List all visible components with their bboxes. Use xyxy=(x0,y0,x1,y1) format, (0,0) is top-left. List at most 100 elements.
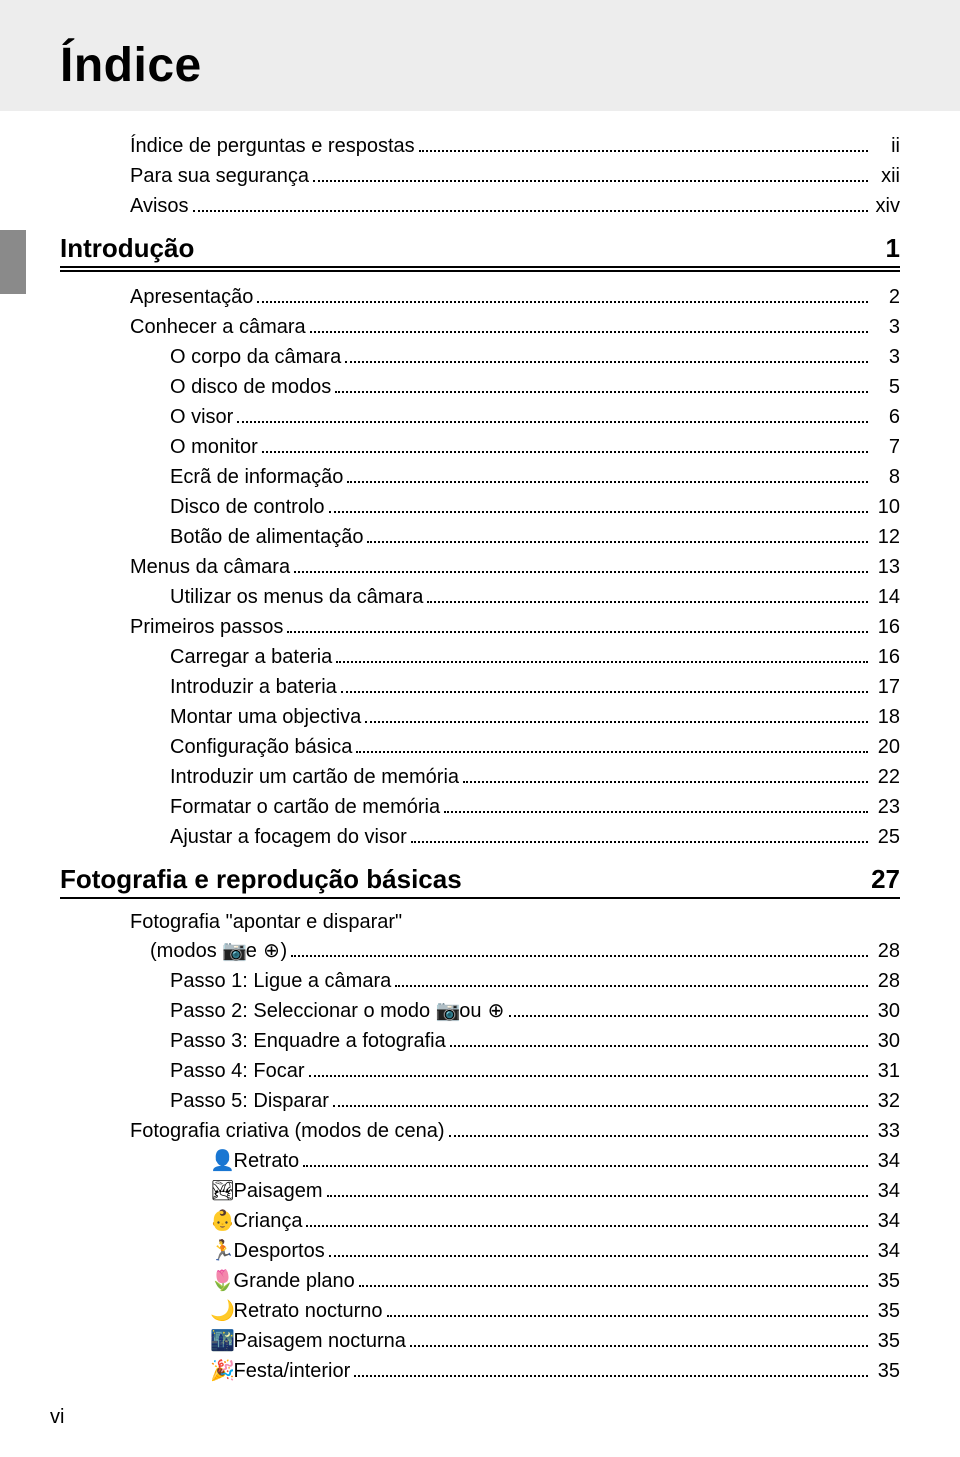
toc-page: 5 xyxy=(872,372,900,402)
page: Índice Índice de perguntas e respostas i… xyxy=(0,0,960,1457)
section-page: 1 xyxy=(886,233,900,264)
toc-page: 34 xyxy=(872,1236,900,1266)
toc-page: 25 xyxy=(872,822,900,852)
toc-page: 32 xyxy=(872,1086,900,1116)
leader-dots xyxy=(341,691,868,693)
toc-page: 2 xyxy=(872,282,900,312)
toc-label: Conhecer a câmara xyxy=(130,312,306,342)
scene-mode-icon: 👤 xyxy=(210,1146,228,1176)
toc-page: 7 xyxy=(872,432,900,462)
leader-dots xyxy=(509,1015,868,1017)
toc-label: 👤 Retrato xyxy=(210,1146,299,1176)
toc-entry: Avisos xiv xyxy=(60,191,900,221)
leader-dots xyxy=(449,1135,868,1137)
leader-dots xyxy=(313,180,868,182)
toc-entry: 🌷 Grande plano35 xyxy=(60,1266,900,1296)
chapter1-entries: Apresentação2Conhecer a câmara3O corpo d… xyxy=(60,282,900,852)
toc-entry: Apresentação 2 xyxy=(60,282,900,312)
section-page: 27 xyxy=(871,864,900,895)
toc-page: 13 xyxy=(872,552,900,582)
footer-page-number: vi xyxy=(50,1406,64,1429)
toc-entry: Botão de alimentação12 xyxy=(60,522,900,552)
leader-dots xyxy=(294,571,868,573)
leader-dots xyxy=(262,451,868,453)
toc-label: Índice de perguntas e respostas xyxy=(130,131,415,161)
toc-entry: Introduzir um cartão de memória22 xyxy=(60,762,900,792)
sidebar-tab xyxy=(0,230,26,294)
toc-label: Ajustar a focagem do visor xyxy=(170,822,407,852)
leader-dots xyxy=(257,301,868,303)
toc-entry: Conhecer a câmara 3 xyxy=(60,312,900,342)
toc-label: O disco de modos xyxy=(170,372,331,402)
toc-label: 🎉 Festa/interior xyxy=(210,1356,350,1386)
toc-label: Utilizar os menus da câmara xyxy=(170,582,423,612)
toc-page: 31 xyxy=(872,1056,900,1086)
flash-off-icon: ⊕ xyxy=(263,936,281,966)
toc-entry: 👤 Retrato 34 xyxy=(60,1146,900,1176)
toc-entry: Passo 1: Ligue a câmara28 xyxy=(60,966,900,996)
toc-page: 3 xyxy=(872,342,900,372)
toc-page: 34 xyxy=(872,1206,900,1236)
leader-dots xyxy=(309,1075,868,1077)
toc-label: Fotografia criativa (modos de cena) xyxy=(130,1116,445,1146)
toc-label: Apresentação xyxy=(130,282,253,312)
leader-dots xyxy=(367,541,868,543)
toc-entry: Introduzir a bateria17 xyxy=(60,672,900,702)
leader-dots xyxy=(329,1255,868,1257)
toc-entry: Para sua segurança xii xyxy=(60,161,900,191)
flash-off-icon: ⊕ xyxy=(487,996,505,1026)
toc-page: 18 xyxy=(872,702,900,732)
toc-label: 🌃 Paisagem nocturna xyxy=(210,1326,406,1356)
toc-label: Ecrã de informação xyxy=(170,462,343,492)
toc-label: Para sua segurança xyxy=(130,161,309,191)
leader-dots xyxy=(419,150,868,152)
toc-page: 16 xyxy=(872,642,900,672)
toc-entry: O disco de modos 5 xyxy=(60,372,900,402)
scene-mode-icon: 👶 xyxy=(210,1206,228,1236)
chapter2-entries: Passo 1: Ligue a câmara28Passo 2: Selecc… xyxy=(60,966,900,1386)
leader-dots xyxy=(329,511,868,513)
toc-label: Primeiros passos xyxy=(130,612,283,642)
toc-page: 30 xyxy=(872,1026,900,1056)
toc-label: Fotografia "apontar e disparar" xyxy=(130,909,402,936)
leader-dots xyxy=(427,601,868,603)
toc-entry: O monitor7 xyxy=(60,432,900,462)
toc-page: 10 xyxy=(872,492,900,522)
toc-page: 34 xyxy=(872,1146,900,1176)
leader-dots xyxy=(335,391,868,393)
toc-entry: O visor 6 xyxy=(60,402,900,432)
toc-entry: 🌃 Paisagem nocturna35 xyxy=(60,1326,900,1356)
toc-page: 20 xyxy=(872,732,900,762)
leader-dots xyxy=(345,361,868,363)
toc-entry: Ecrã de informação8 xyxy=(60,462,900,492)
toc-entry: 🌙 Retrato nocturno35 xyxy=(60,1296,900,1326)
toc-entry: 🏃 Desportos34 xyxy=(60,1236,900,1266)
leader-dots xyxy=(287,631,868,633)
leader-dots xyxy=(463,781,868,783)
section-heading: Introdução xyxy=(60,233,194,264)
leader-dots xyxy=(356,751,868,753)
toc-page: 33 xyxy=(872,1116,900,1146)
toc-label: (modos 📷 e ⊕) xyxy=(130,936,287,966)
toc-label: Carregar a bateria xyxy=(170,642,332,672)
toc-label: Disco de controlo xyxy=(170,492,325,522)
chapter-introducao: Introdução 1 Apresentação2Conhecer a câm… xyxy=(60,233,900,852)
toc-page: 28 xyxy=(872,936,900,966)
toc-entry: Formatar o cartão de memória23 xyxy=(60,792,900,822)
leader-dots xyxy=(291,955,868,957)
toc-label: Passo 5: Disparar xyxy=(170,1086,329,1116)
toc-page: xii xyxy=(872,161,900,191)
toc-label: Introduzir a bateria xyxy=(170,672,337,702)
toc-page: 3 xyxy=(872,312,900,342)
camera-auto-icon: 📷 xyxy=(436,996,454,1026)
toc-page: 6 xyxy=(872,402,900,432)
leader-dots xyxy=(303,1165,868,1167)
toc-label: Menus da câmara xyxy=(130,552,290,582)
toc-label: O visor xyxy=(170,402,233,432)
toc-entry: Fotografia criativa (modos de cena) 33 xyxy=(60,1116,900,1146)
leader-dots xyxy=(336,661,868,663)
toc-entry: Configuração básica20 xyxy=(60,732,900,762)
toc-label: Passo 3: Enquadre a fotografia xyxy=(170,1026,446,1056)
scene-mode-icon: 🌃 xyxy=(210,1326,228,1356)
leader-dots xyxy=(359,1285,868,1287)
